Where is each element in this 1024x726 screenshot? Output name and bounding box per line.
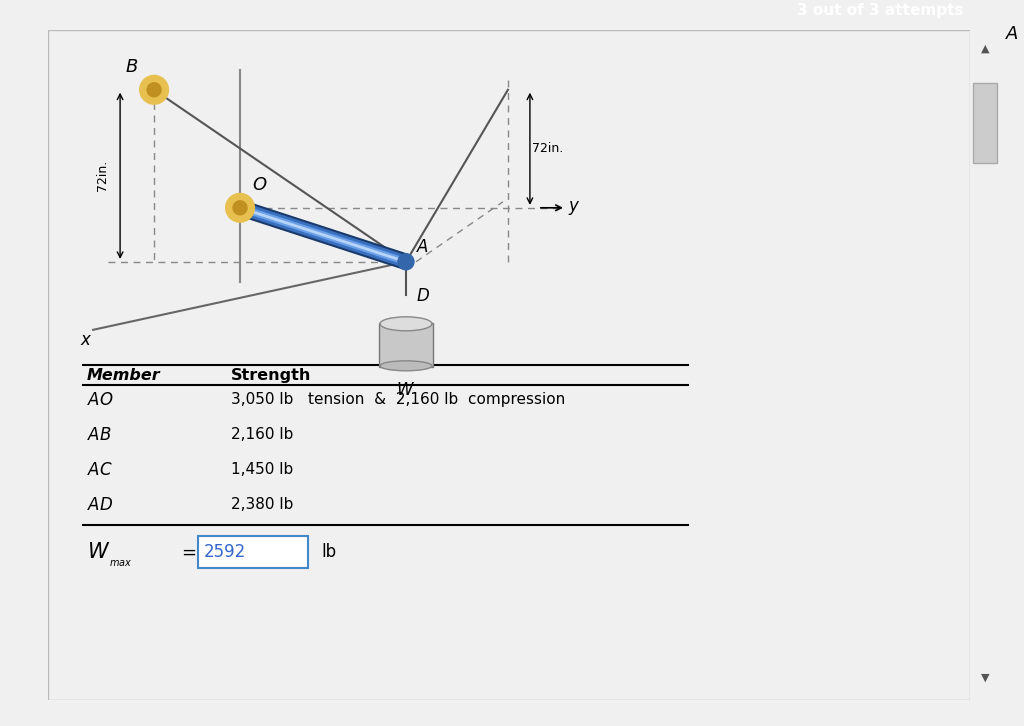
Text: $D$: $D$ (416, 287, 430, 305)
Text: $W$: $W$ (396, 381, 416, 399)
Circle shape (147, 83, 161, 97)
FancyBboxPatch shape (379, 323, 433, 367)
Text: $A$: $A$ (1005, 25, 1019, 44)
Circle shape (226, 194, 254, 222)
Ellipse shape (380, 317, 432, 331)
Text: 72in.: 72in. (95, 160, 109, 192)
Circle shape (398, 254, 414, 270)
Circle shape (140, 76, 168, 104)
FancyBboxPatch shape (973, 83, 997, 163)
Text: $W$: $W$ (87, 542, 111, 562)
Text: $O$: $O$ (252, 176, 267, 194)
Text: $y$: $y$ (568, 199, 581, 217)
Text: $AD$: $AD$ (87, 496, 114, 514)
Text: $x$: $x$ (80, 331, 92, 348)
Text: lb: lb (321, 543, 336, 561)
Text: 3,050 lb   tension  &  2,160 lb  compression: 3,050 lb tension & 2,160 lb compression (231, 392, 565, 407)
Text: ▼: ▼ (981, 673, 989, 682)
Text: ▲: ▲ (981, 44, 989, 53)
Text: $A$: $A$ (416, 238, 429, 256)
Text: $_{max}$: $_{max}$ (110, 555, 132, 569)
Text: 2,380 lb: 2,380 lb (231, 497, 294, 513)
Text: $=$: $=$ (178, 543, 197, 561)
Text: $AB$: $AB$ (87, 426, 112, 444)
Text: 2,160 lb: 2,160 lb (231, 428, 294, 442)
Text: Member: Member (87, 368, 161, 383)
Text: $AO$: $AO$ (87, 391, 114, 409)
Text: 1,450 lb: 1,450 lb (231, 462, 293, 477)
Text: Strength: Strength (231, 368, 311, 383)
Text: 3 out of 3 attempts: 3 out of 3 attempts (797, 4, 964, 18)
Text: 72in.: 72in. (532, 142, 563, 155)
Text: $AC$: $AC$ (87, 461, 113, 479)
Ellipse shape (380, 361, 432, 371)
Text: 2592: 2592 (204, 543, 247, 561)
Text: $B$: $B$ (125, 58, 138, 76)
FancyBboxPatch shape (198, 536, 308, 568)
Circle shape (233, 201, 247, 215)
